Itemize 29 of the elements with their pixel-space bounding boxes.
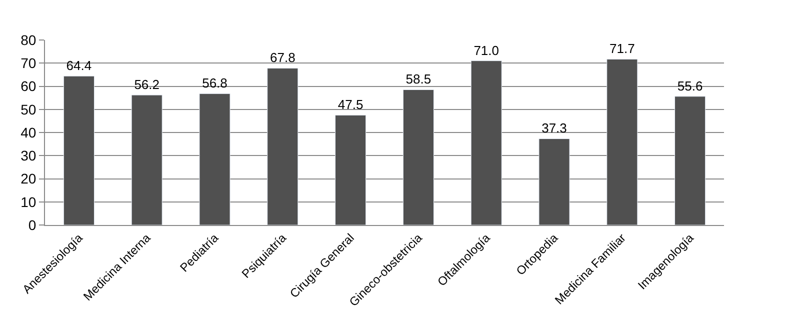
bar	[335, 114, 366, 225]
bar	[267, 68, 298, 225]
data-label: 55.6	[677, 78, 703, 94]
y-tick-label: 0	[28, 216, 36, 233]
data-label: 58.5	[406, 72, 432, 87]
data-label: 56.8	[202, 76, 228, 91]
data-label: 47.5	[338, 97, 364, 112]
data-label: 37.3	[542, 120, 567, 136]
y-tick-label: 10	[20, 194, 36, 210]
bar	[538, 138, 570, 225]
bar	[470, 60, 502, 225]
y-tick-label: 40	[20, 124, 36, 140]
bar	[131, 94, 162, 225]
data-label: 71.0	[474, 42, 500, 58]
y-tick-label: 30	[20, 148, 36, 164]
data-label: 67.8	[270, 50, 296, 66]
bar	[199, 93, 230, 225]
data-label: 56.2	[134, 77, 160, 92]
bar	[674, 96, 706, 225]
y-tick-label: 60	[20, 78, 36, 94]
bar	[606, 58, 638, 225]
y-tick-label: 20	[20, 170, 36, 187]
y-tick-label: 80	[20, 32, 36, 48]
y-tick-label: 70	[20, 55, 36, 72]
bar	[402, 89, 434, 225]
data-label: 71.7	[609, 41, 635, 56]
data-label: 64.4	[66, 58, 92, 74]
bar	[63, 76, 94, 225]
y-tick-label: 50	[20, 101, 36, 118]
